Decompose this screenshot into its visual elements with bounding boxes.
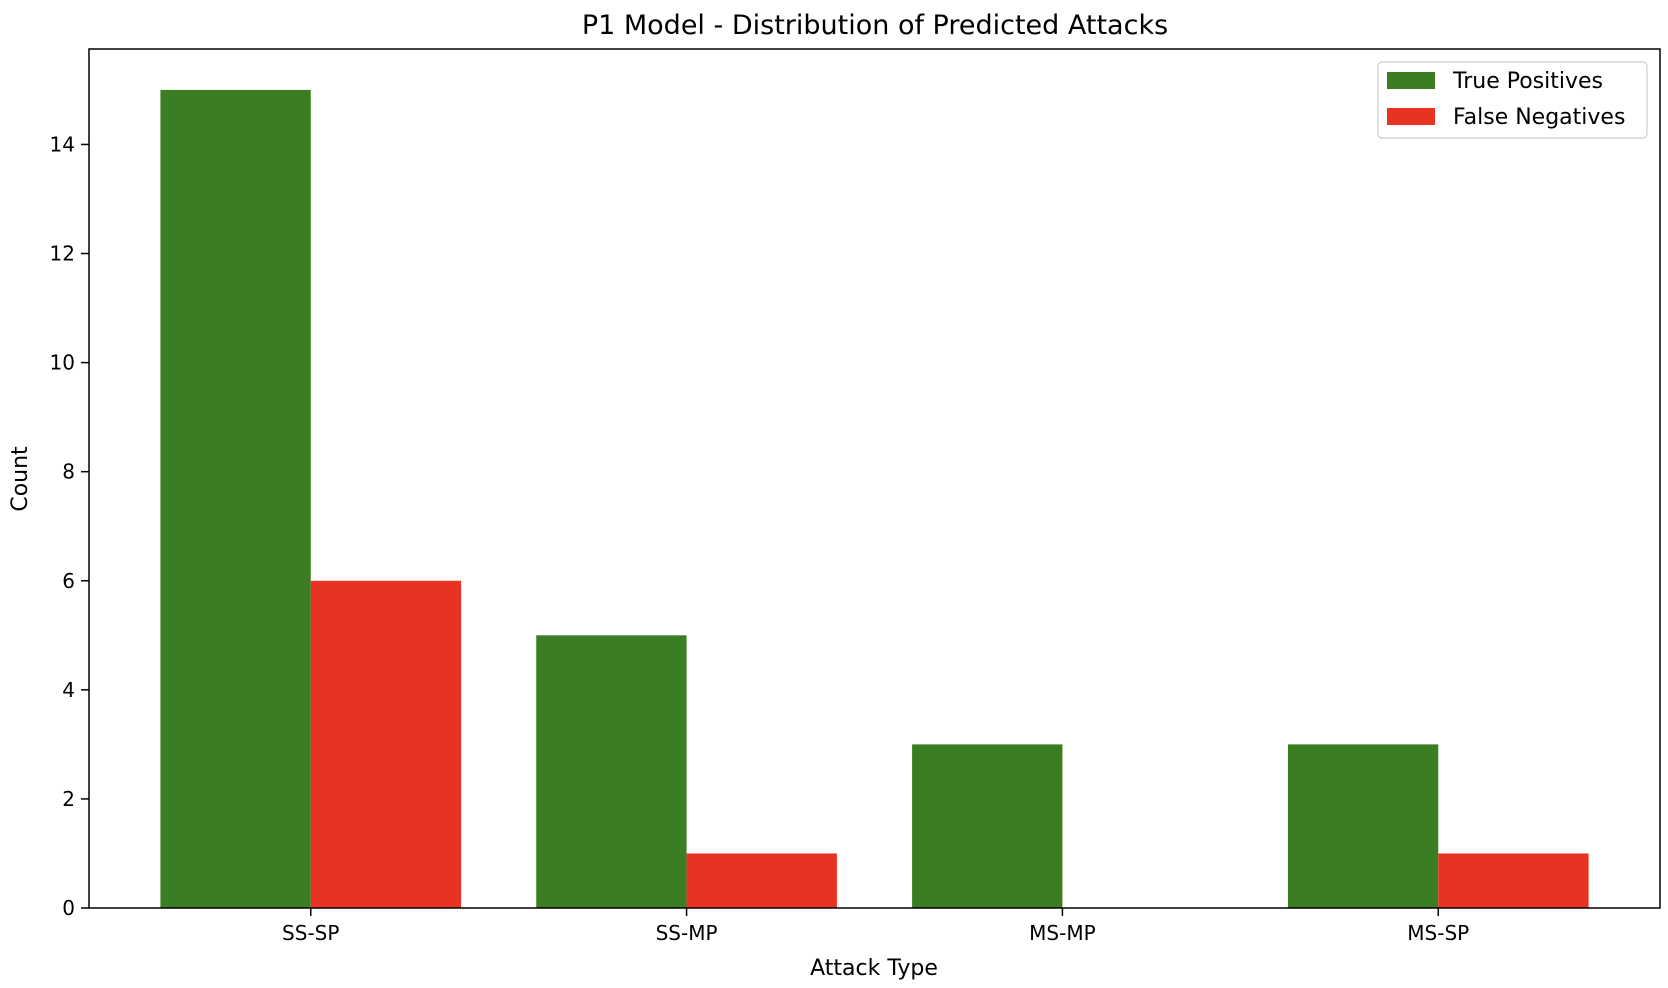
y-tick-label: 4: [62, 678, 75, 702]
bars-layer: [160, 89, 1589, 908]
bar-false-negatives-ss-mp: [686, 853, 837, 908]
bar-false-negatives-ss-sp: [310, 580, 462, 908]
x-tick-label-ss-sp: SS-SP: [282, 921, 339, 945]
y-tick-label: 2: [62, 787, 75, 811]
bar-true-positives-ss-mp: [536, 635, 687, 908]
y-tick-label: 10: [50, 351, 75, 375]
x-axis-label: Attack Type: [810, 956, 938, 981]
bar-true-positives-ms-mp: [912, 744, 1063, 908]
bar-true-positives-ms-sp: [1287, 744, 1439, 908]
ticks-layer: 0 2 4 6 8 10 12 14 SS-SP SS-MP MS-MP MS-SP: [50, 132, 1470, 945]
bar-true-positives-ss-sp: [160, 89, 311, 908]
legend: True Positives False Negatives: [1377, 61, 1648, 139]
plot-frame: [88, 48, 1661, 909]
y-tick-label: 0: [62, 896, 75, 920]
y-tick-label: 8: [62, 460, 75, 484]
y-tick-label: 6: [62, 569, 75, 593]
x-tick-label-ss-mp: SS-MP: [656, 921, 718, 945]
x-tick-label-ms-mp: MS-MP: [1029, 921, 1095, 945]
y-axis-label: Count: [8, 446, 33, 512]
chart-title: P1 Model - Distribution of Predicted Att…: [582, 10, 1168, 41]
legend-label-true-positives: True Positives: [1452, 69, 1603, 94]
y-tick-label: 14: [50, 132, 75, 156]
y-tick-label: 12: [50, 242, 75, 266]
legend-swatch-false-negatives: [1387, 108, 1435, 125]
bar-false-negatives-ms-sp: [1438, 853, 1589, 908]
legend-label-false-negatives: False Negatives: [1453, 105, 1625, 130]
legend-swatch-true-positives: [1387, 72, 1435, 89]
legend-box: [1377, 61, 1648, 139]
x-tick-label-ms-sp: MS-SP: [1407, 921, 1469, 945]
